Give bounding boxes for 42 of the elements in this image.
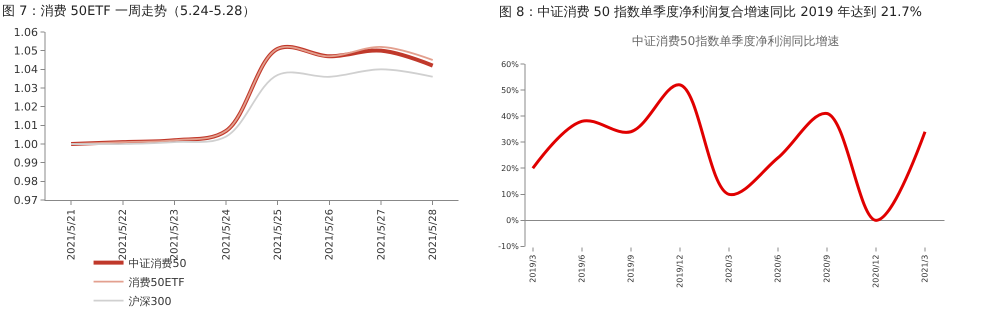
x-tick-label: 2020/9	[822, 254, 832, 283]
x-tick-label: 2021/5/28	[428, 209, 439, 260]
y-tick-label: 1.03	[14, 82, 38, 95]
x-tick-label: 2021/5/27	[376, 209, 388, 260]
y-tick-label: 0%	[506, 216, 520, 226]
x-tick-label: 2021/5/23	[170, 209, 181, 260]
y-tick-label: 1.00	[14, 138, 38, 151]
y-tick-label: 0.99	[14, 156, 38, 170]
line-series	[70, 68, 434, 146]
chart-title: 图 7：消费 50ETF 一周走势（5.24-5.28）	[2, 4, 256, 19]
x-tick-label: 2020/6	[774, 254, 783, 283]
line-series	[531, 83, 927, 222]
x-tick-label: 2020/12	[872, 254, 881, 288]
x-tick-label: 2021/5/24	[221, 209, 232, 260]
y-tick-label: 0.98	[14, 175, 38, 188]
x-tick-label: 2021/5/25	[272, 209, 284, 260]
chart-title: 图 8：中证消费 50 指数单季度净利润复合增速同比 2019 年达到 21.7%	[499, 4, 922, 20]
y-tick-label: 50%	[501, 86, 520, 95]
x-tick-label: 2019/9	[626, 254, 636, 283]
y-tick-label: 1.01	[14, 119, 38, 132]
legend-label: 消费50ETF	[128, 276, 185, 289]
x-tick-label: 2021/5/22	[118, 209, 130, 260]
legend-label: 沪深300	[128, 294, 172, 308]
y-tick-label: -10%	[498, 242, 520, 252]
y-tick-label: 1.05	[14, 44, 38, 58]
y-tick-label: 40%	[501, 112, 520, 121]
chart-subtitle: 中证消费50指数单季度净利润同比增速	[632, 34, 840, 48]
x-tick-label: 2019/12	[675, 254, 684, 288]
x-tick-label: 2019/3	[528, 254, 538, 283]
x-tick-label: 2021/5/26	[324, 209, 336, 260]
x-tick-label: 2020/3	[724, 254, 734, 283]
x-tick-label: 2019/6	[577, 254, 586, 283]
y-tick-label: 60%	[501, 60, 520, 69]
y-tick-label: 10%	[501, 190, 520, 200]
y-tick-label: 1.06	[14, 26, 38, 39]
x-tick-label: 2021/3	[920, 254, 930, 283]
y-tick-label: 1.02	[14, 100, 38, 114]
y-tick-label: 30%	[501, 138, 520, 147]
x-tick-label: 2021/5/21	[66, 209, 78, 260]
y-tick-label: 0.97	[14, 194, 38, 207]
y-tick-label: 20%	[501, 164, 520, 174]
y-tick-label: 1.04	[14, 63, 38, 76]
